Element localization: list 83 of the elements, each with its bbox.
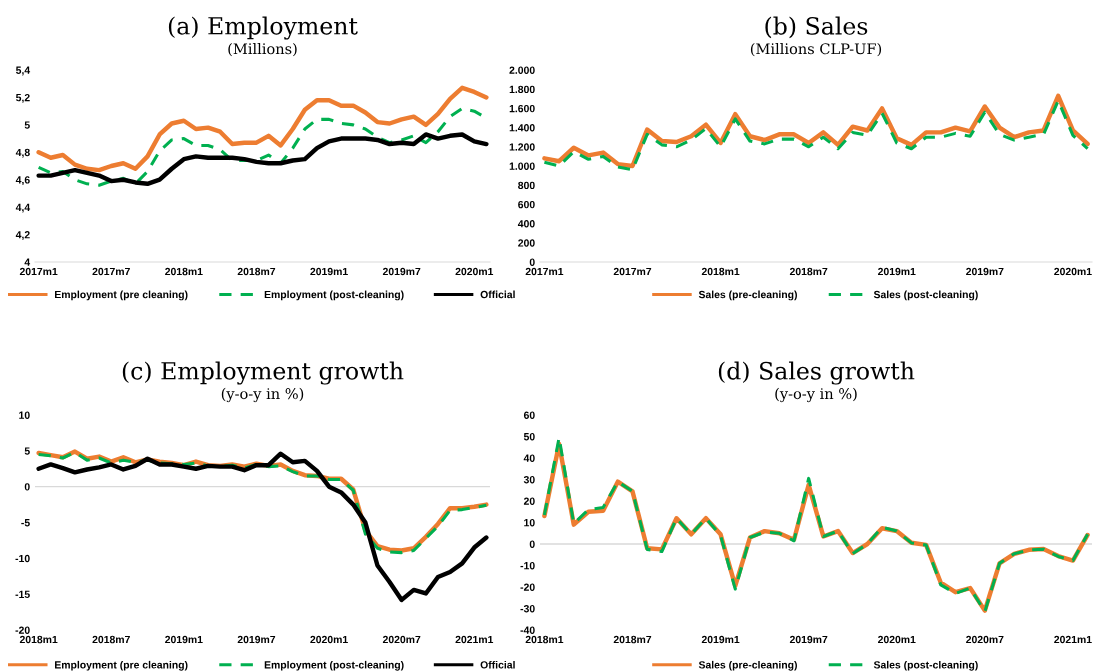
x-tick-label: 2018m1 bbox=[701, 267, 740, 276]
x-tick-label: 2019m1 bbox=[165, 635, 203, 644]
x-tick-label: 2018m1 bbox=[165, 267, 203, 276]
y-tick-label: 1.800 bbox=[509, 85, 535, 94]
x-tick-label: 2019m7 bbox=[966, 267, 1004, 276]
y-tick-label: 2.000 bbox=[509, 66, 535, 74]
x-tick-label: 2019m1 bbox=[310, 267, 348, 276]
y-tick-label: -15 bbox=[15, 590, 30, 599]
y-tick-label: 800 bbox=[518, 181, 535, 190]
y-tick-label: 200 bbox=[518, 239, 535, 247]
x-tick-label: 2018m7 bbox=[789, 267, 828, 276]
x-tick-label: 2017m1 bbox=[19, 267, 58, 276]
chart-subtitle: (Millions) bbox=[228, 42, 297, 57]
y-tick-label: 4,6 bbox=[15, 176, 30, 186]
y-tick-label: 1.400 bbox=[509, 124, 535, 132]
x-tick-label: 2021m1 bbox=[1054, 635, 1092, 644]
y-tick-label: 10 bbox=[524, 519, 535, 527]
chart-subtitle: (y-o-y in %) bbox=[221, 387, 304, 403]
x-tick-label: 2020m7 bbox=[382, 635, 421, 644]
chart-subtitle: (y-o-y in %) bbox=[775, 387, 857, 403]
y-tick-label: -20 bbox=[15, 626, 30, 634]
y-tick-label: 5,4 bbox=[15, 66, 31, 76]
legend-label: Sales (post-cleaning) bbox=[873, 290, 978, 301]
y-tick-label: 5 bbox=[24, 121, 30, 129]
chart-title: (d) Sales growth bbox=[718, 361, 915, 385]
y-tick-label: 20 bbox=[523, 497, 535, 505]
y-tick-label: 0 bbox=[529, 258, 535, 266]
chart-subtitle: (Millions CLP-UF) bbox=[750, 42, 882, 57]
y-tick-label: 30 bbox=[523, 476, 535, 484]
y-tick-label: 4,2 bbox=[15, 231, 30, 240]
x-tick-label: 2020m1 bbox=[877, 635, 916, 644]
x-tick-label: 2017m7 bbox=[613, 267, 652, 276]
y-tick-label: -40 bbox=[520, 626, 535, 634]
chart-title: (b) Sales bbox=[765, 16, 868, 39]
legend-label: Employment (pre cleaning) bbox=[55, 660, 188, 671]
x-tick-label: 2017m1 bbox=[525, 267, 564, 276]
y-tick-label: -10 bbox=[520, 562, 535, 570]
y-tick-label: 400 bbox=[517, 220, 535, 228]
x-tick-label: 2018m1 bbox=[19, 635, 58, 644]
y-tick-label: -20 bbox=[520, 583, 535, 591]
legend-label: Official bbox=[480, 660, 515, 669]
x-tick-label: 2019m7 bbox=[789, 635, 828, 644]
legend-label: Sales (post-cleaning) bbox=[873, 660, 978, 671]
y-tick-label: 1.600 bbox=[509, 104, 535, 113]
x-tick-label: 2020m1 bbox=[310, 635, 348, 644]
x-tick-label: 2017m7 bbox=[92, 267, 130, 276]
y-tick-label: 1.200 bbox=[509, 143, 535, 151]
legend-label: Sales (pre-cleaning) bbox=[698, 660, 797, 671]
y-tick-label: -10 bbox=[15, 554, 30, 563]
y-tick-label: 0 bbox=[529, 540, 535, 548]
x-tick-label: 2021m1 bbox=[455, 635, 494, 644]
y-tick-label: 60 bbox=[523, 411, 535, 419]
x-tick-label: 2019m7 bbox=[237, 635, 276, 644]
x-tick-label: 2019m7 bbox=[382, 267, 421, 276]
y-tick-label: 50 bbox=[523, 433, 535, 441]
x-tick-label: 2018m1 bbox=[525, 635, 564, 644]
y-tick-label: 4,8 bbox=[15, 148, 30, 158]
y-tick-label: -30 bbox=[520, 605, 535, 613]
y-tick-label: 5 bbox=[24, 447, 30, 455]
legend-label: Sales (pre-cleaning) bbox=[698, 290, 797, 301]
y-tick-label: 600 bbox=[518, 200, 535, 209]
y-tick-label: 1.000 bbox=[509, 162, 535, 170]
y-tick-label: 40 bbox=[523, 454, 535, 462]
legend-label: Employment (pre cleaning) bbox=[55, 290, 188, 301]
chart-title: (c) Employment growth bbox=[122, 361, 404, 385]
y-tick-label: -5 bbox=[21, 519, 30, 527]
x-tick-label: 2019m1 bbox=[701, 635, 740, 644]
x-tick-label: 2018m7 bbox=[237, 267, 276, 276]
legend-label: Official bbox=[480, 290, 515, 299]
x-tick-label: 2020m1 bbox=[1054, 267, 1092, 276]
y-tick-label: 10 bbox=[19, 411, 30, 419]
legend-label: Employment (post-cleaning) bbox=[264, 660, 404, 671]
legend-label: Employment (post-cleaning) bbox=[264, 290, 404, 301]
y-tick-label: 4 bbox=[24, 258, 31, 266]
x-tick-label: 2019m1 bbox=[877, 267, 916, 276]
y-tick-label: 0 bbox=[24, 483, 30, 491]
x-tick-label: 2020m7 bbox=[966, 635, 1004, 644]
y-tick-label: 5,2 bbox=[15, 93, 30, 103]
x-tick-label: 2018m7 bbox=[92, 635, 130, 644]
y-tick-label: 4,4 bbox=[15, 203, 31, 213]
chart-title: (a) Employment bbox=[168, 16, 358, 40]
x-tick-label: 2020m1 bbox=[455, 267, 494, 276]
x-tick-label: 2018m7 bbox=[613, 635, 652, 644]
